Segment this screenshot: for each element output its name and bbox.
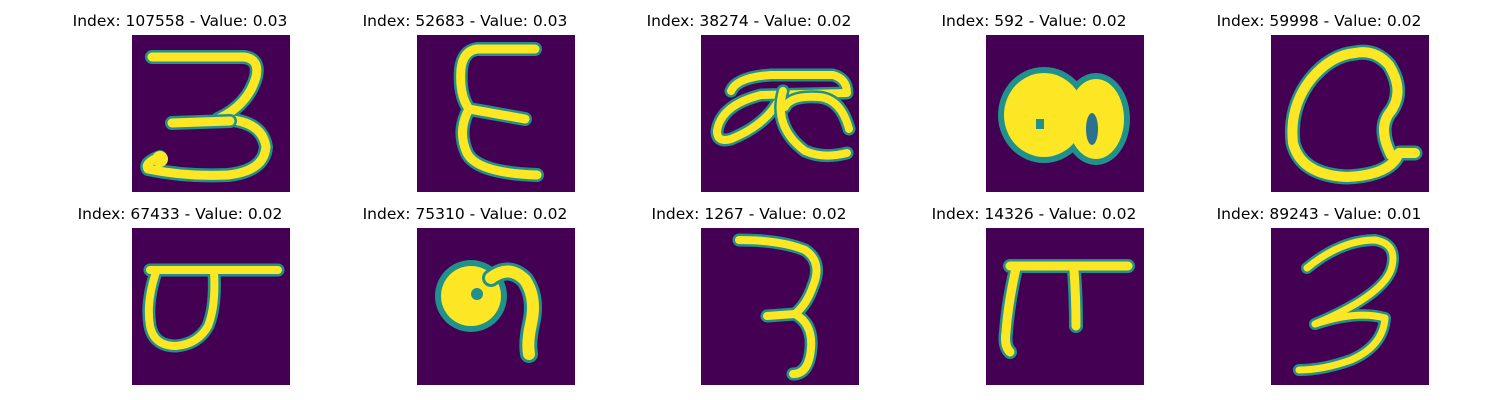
handwritten-glyph-image [1271,228,1429,385]
panel-title: Index: 89243 - Value: 0.01 [1216,205,1422,223]
handwritten-glyph-image [701,228,859,385]
image-panel: Index: 38274 - Value: 0.02 [599,0,899,196]
image-panel: Index: 592 - Value: 0.02 [884,0,1184,196]
handwritten-glyph-image [986,228,1144,385]
image-panel: Index: 1267 - Value: 0.02 [599,193,899,389]
handwritten-glyph-image [417,228,575,385]
image-panel: Index: 107558 - Value: 0.03 [30,0,330,196]
image-panel: Index: 59998 - Value: 0.02 [1169,0,1469,196]
panel-title: Index: 592 - Value: 0.02 [941,12,1127,30]
image-panel: Index: 75310 - Value: 0.02 [315,193,615,389]
panel-title: Index: 67433 - Value: 0.02 [77,205,283,223]
panel-title: Index: 75310 - Value: 0.02 [362,205,568,223]
image-panel: Index: 52683 - Value: 0.03 [315,0,615,196]
image-panel: Index: 89243 - Value: 0.01 [1169,193,1469,389]
panel-title: Index: 52683 - Value: 0.03 [362,12,568,30]
panel-title: Index: 1267 - Value: 0.02 [651,205,847,223]
handwritten-glyph-image [417,35,575,192]
image-panel: Index: 14326 - Value: 0.02 [884,193,1184,389]
panel-title: Index: 14326 - Value: 0.02 [931,205,1137,223]
handwritten-glyph-image [132,228,290,385]
handwritten-glyph-image [1271,35,1429,192]
handwritten-glyph-image [986,35,1144,192]
panel-title: Index: 107558 - Value: 0.03 [72,12,288,30]
image-panel: Index: 67433 - Value: 0.02 [30,193,330,389]
panel-title: Index: 38274 - Value: 0.02 [646,12,852,30]
panel-title: Index: 59998 - Value: 0.02 [1216,12,1422,30]
handwritten-glyph-image [132,35,290,192]
handwritten-glyph-image [701,35,859,192]
